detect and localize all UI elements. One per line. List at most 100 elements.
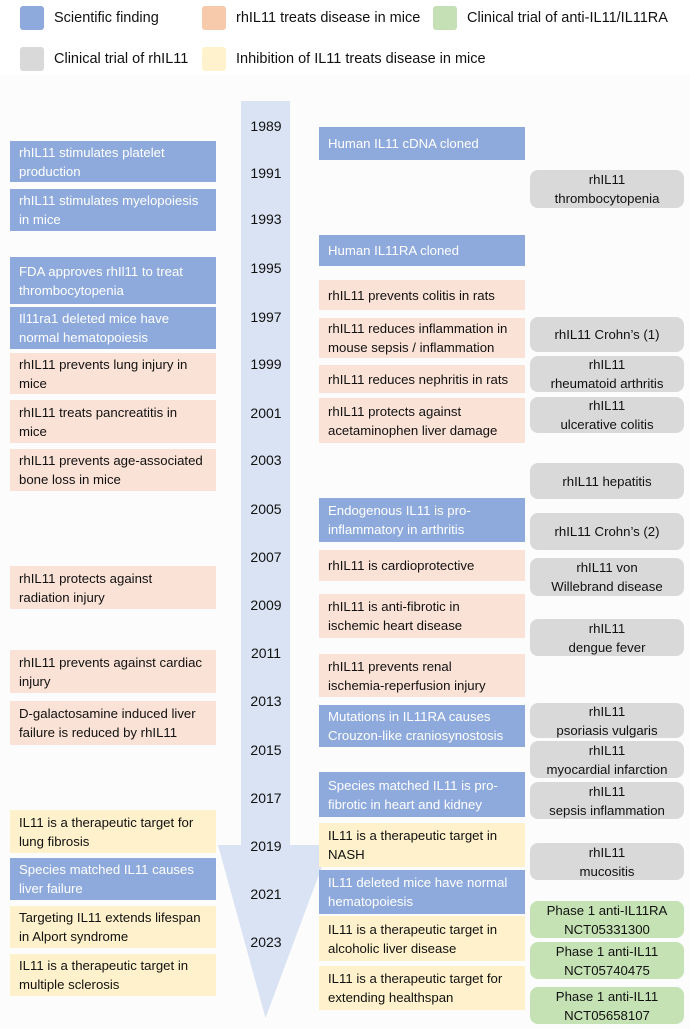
mid_events-text: Species matched IL11 is pro-fibrotic in … <box>328 776 498 814</box>
legend-label: Clinical trial of anti-IL11/IL11RA <box>467 10 668 26</box>
year-label-1999: 1999 <box>250 356 282 372</box>
trials-box: rhIL11 Crohn’s (2) <box>530 513 684 550</box>
left_events-text: Targeting IL11 extends lifespan in Alport… <box>19 908 201 946</box>
trials-line-1: Phase 1 anti-IL11 <box>555 988 659 1004</box>
trials-box: rhIL11 myocardial infarction <box>530 741 684 778</box>
year-label-1991: 1991 <box>250 165 282 181</box>
left_events-line-1: rhIL11 prevents lung injury in <box>19 356 188 372</box>
left_events-line-1: rhIL11 prevents age-associated <box>19 453 203 468</box>
mid_events-line-2: inflammatory in arthritis <box>328 522 465 537</box>
trials-text: rhIL11 von Willebrand disease <box>551 558 662 596</box>
trials-line-1: Phase 1 anti-IL11RA <box>546 902 668 918</box>
trials-line-1: rhIL11 <box>588 357 626 372</box>
mid_events-line-1: IL11 is a therapeutic target for <box>328 971 503 986</box>
trials-line-2: NCT05740475 <box>564 962 650 978</box>
left_events-line-1: rhIL11 stimulates myelopoiesis <box>19 193 199 208</box>
year-label-2005: 2005 <box>250 501 282 517</box>
year-label-2017: 2017 <box>250 790 282 806</box>
mid_events-box: rhIL11 reduces nephritis in rats <box>319 365 525 393</box>
mid_events-box: Human IL11 cDNA cloned <box>319 127 525 160</box>
mid_events-text: rhIL11 is cardioprotective <box>328 556 474 575</box>
trials-text: rhIL11 thrombocytopenia <box>555 170 660 208</box>
mid_events-box: rhIL11 prevents renal ischemia-reperfusio… <box>319 654 525 697</box>
trials-line-1: rhIL11 <box>588 398 626 413</box>
left_events-line-2: normal hematopoiesis <box>19 330 149 345</box>
trials-box: rhIL11 psoriasis vulgaris <box>530 703 684 738</box>
year-label-2015: 2015 <box>250 742 282 758</box>
mid_events-line-1: rhIL11 is anti-fibrotic in <box>328 599 460 614</box>
legend-label: Clinical trial of rhIL11 <box>54 51 189 67</box>
mid_events-line-1: Mutations in IL11RA causes <box>328 709 491 724</box>
trials-line-2: psoriasis vulgaris <box>556 722 658 738</box>
trials-line-2: ulcerative colitis <box>560 417 654 432</box>
mid_events-box: rhIL11 is anti-fibrotic in ischemic heart… <box>319 594 525 638</box>
left_events-box: FDA approves rhIl11 to treat thrombocytop… <box>10 257 216 304</box>
mid_events-box: rhIL11 is cardioprotective <box>319 550 525 581</box>
trials-box: rhIL11 Crohn’s (1) <box>530 317 684 352</box>
year-label-1989: 1989 <box>250 118 282 134</box>
left_events-text: IL11 is a therapeutic target in multiple … <box>19 956 188 994</box>
trials-text: Phase 1 anti-IL11 NCT05740475 <box>556 942 658 980</box>
left_events-line-1: IL11 is a therapeutic target in <box>19 958 189 973</box>
mid_events-line-1: rhIL11 prevents renal <box>328 658 452 674</box>
year-label-2011: 2011 <box>250 645 282 661</box>
mid_events-box: IL11 is a therapeutic target in alcoholic… <box>319 916 525 961</box>
left_events-line-2: liver failure <box>19 881 83 896</box>
left_events-box: rhIL11 prevents age-associated bone loss … <box>10 449 216 491</box>
mid_events-line-1: rhIL11 reduces inflammation in <box>328 321 508 336</box>
mid_events-text: IL11 is a therapeutic target for extendin… <box>328 969 502 1007</box>
trials-text: rhIL11 psoriasis vulgaris <box>556 702 657 740</box>
trials-box: Phase 1 anti-IL11 NCT05658107 <box>530 987 684 1024</box>
left_events-line-1: rhIL11 protects against <box>19 570 153 586</box>
year-label-2019: 2019 <box>250 838 282 854</box>
year-label-1997: 1997 <box>250 309 282 325</box>
trials-line-1: rhIL11 von <box>576 560 638 575</box>
trials-line-1: rhIL11 Crohn’s (1) <box>554 327 660 342</box>
year-label-1995: 1995 <box>250 260 282 276</box>
trials-text: rhIL11 rheumatoid arthritis <box>551 355 664 393</box>
mid_events-text: rhIL11 reduces nephritis in rats <box>328 370 508 389</box>
left_events-line-2: in Alport syndrome <box>19 929 129 944</box>
mid_events-box: IL11 is a therapeutic target for extendin… <box>319 966 525 1010</box>
timeline-arrow-shape <box>218 101 330 1018</box>
mid_events-line-1: Human IL11 cDNA cloned <box>328 136 479 151</box>
left_events-box: Species matched IL11 causes liver failure <box>10 858 216 900</box>
legend-item-scientific-finding: Scientific finding <box>20 6 159 30</box>
left_events-text: rhIL11 prevents age-associated bone loss … <box>19 451 203 489</box>
left_events-box: Targeting IL11 extends lifespan in Alport… <box>10 906 216 948</box>
mid_events-text: rhIL11 reduces inflammation in mouse seps… <box>328 319 507 357</box>
left_events-text: rhIL11 prevents against cardiac injury <box>19 653 202 691</box>
mid_events-text: Mutations in IL11RA causes Crouzon-like c… <box>328 707 503 745</box>
trials-box: Phase 1 anti-IL11 NCT05740475 <box>530 942 684 979</box>
left_events-line-1: rhIL11 prevents against cardiac <box>19 654 203 670</box>
trials-text: rhIL11 Crohn’s (2) <box>554 522 659 541</box>
mid_events-line-2: Crouzon-like craniosynostosis <box>328 728 504 743</box>
trials-text: rhIL11 ulcerative colitis <box>560 396 653 434</box>
mid_events-line-1: IL11 is a therapeutic target in <box>328 921 498 937</box>
legend-swatch <box>20 47 44 71</box>
mid_events-line-1: Endogenous IL11 is pro- <box>328 503 471 518</box>
trials-text: rhIL11 Crohn’s (1) <box>554 325 659 344</box>
year-label-2007: 2007 <box>250 549 282 565</box>
trials-line-1: rhIL11 Crohn’s (2) <box>554 524 660 539</box>
left_events-box: rhIL11 stimulates myelopoiesis in mice <box>10 189 216 231</box>
mid_events-line-2: NASH <box>328 847 365 862</box>
legend-item-inhibition: Inhibition of IL11 treats disease in mic… <box>202 47 486 71</box>
left_events-line-2: mice <box>19 423 47 439</box>
trials-line-1: rhIL11 <box>588 620 626 636</box>
mid_events-box: Endogenous IL11 is pro-inflammatory in a… <box>319 498 525 542</box>
mid_events-line-1: Species matched IL11 is pro- <box>328 777 498 793</box>
mid_events-box: rhIL11 reduces inflammation in mouse seps… <box>319 318 525 358</box>
trials-box: Phase 1 anti-IL11RA NCT05331300 <box>530 901 684 938</box>
legend-item-clinical-rhil11: Clinical trial of rhIL11 <box>20 47 188 71</box>
mid_events-line-2: mouse sepsis / inflammation <box>328 340 495 355</box>
mid_events-text: IL11 is a therapeutic target in NASH <box>328 826 497 864</box>
left_events-text: rhIL11 stimulates myelopoiesis in mice <box>19 191 198 229</box>
trials-text: Phase 1 anti-IL11 NCT05658107 <box>556 987 658 1025</box>
left_events-line-2: injury <box>19 673 51 689</box>
mid_events-text: rhIL11 protects against acetaminophen liv… <box>328 402 497 440</box>
left_events-line-1: Targeting IL11 extends lifespan <box>19 910 201 925</box>
left_events-line-1: Il11ra1 deleted mice have <box>19 311 170 326</box>
